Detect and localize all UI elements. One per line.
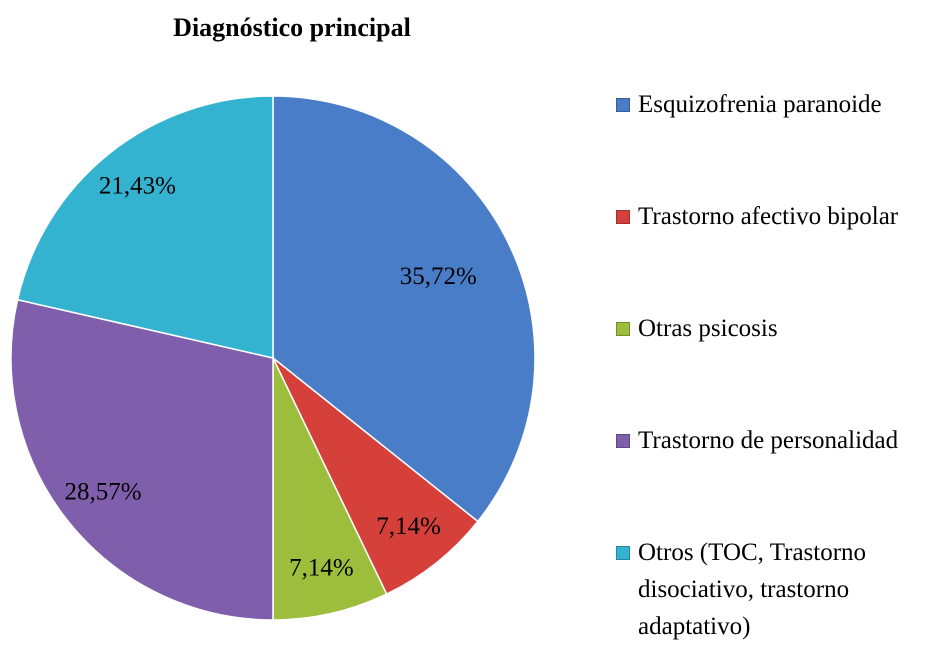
data-label: 7,14%: [289, 555, 354, 582]
legend-swatch: [616, 322, 630, 336]
pie-slice: [272, 357, 479, 596]
pie-slice: [272, 357, 388, 621]
legend-swatch: [616, 98, 630, 112]
legend-label: Otros (TOC, Trastorno disociativo, trast…: [638, 539, 867, 640]
legend-label: Otras psicosis: [638, 315, 778, 342]
pie-slice: [272, 95, 536, 523]
legend-item: Otras psicosis: [616, 310, 921, 347]
pie-slice: [16, 95, 274, 359]
data-label: 21,43%: [99, 173, 176, 200]
legend-item: Esquizofrenia paranoide: [616, 86, 921, 123]
legend-label: Trastorno afectivo bipolar: [638, 203, 899, 230]
legend-item: Trastorno afectivo bipolar: [616, 198, 921, 235]
legend-swatch: [616, 434, 630, 448]
pie-slice: [10, 298, 274, 621]
legend-swatch: [616, 210, 630, 224]
legend-label: Esquizofrenia paranoide: [638, 91, 882, 118]
chart-title: Diagnóstico principal: [173, 13, 411, 42]
data-label: 35,72%: [400, 263, 477, 290]
legend-label: Trastorno de personalidad: [638, 427, 899, 454]
legend-item: Otros (TOC, Trastorno disociativo, trast…: [616, 534, 921, 645]
data-label: 7,14%: [376, 513, 441, 540]
data-label: 28,57%: [64, 478, 141, 505]
legend-item: Trastorno de personalidad: [616, 422, 921, 459]
legend-swatch: [616, 546, 630, 560]
